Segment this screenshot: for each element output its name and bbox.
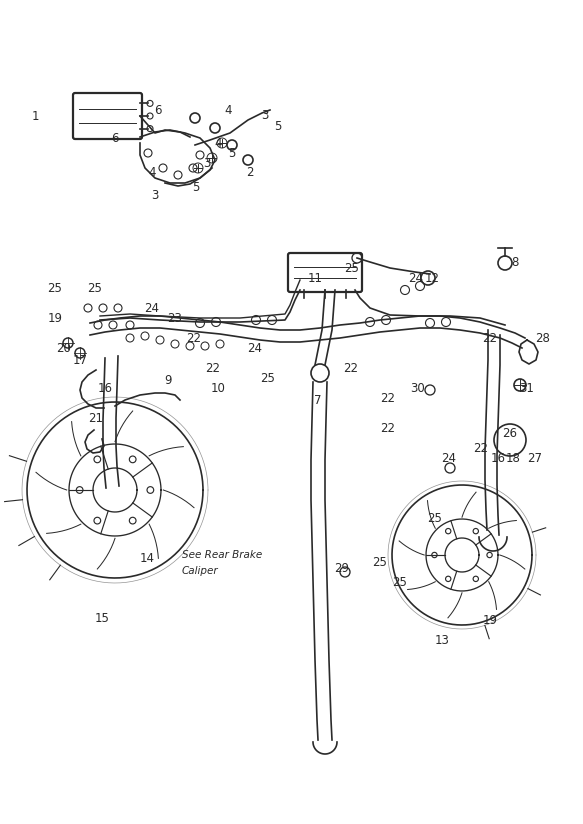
Text: 4: 4 <box>148 166 156 179</box>
Text: 5: 5 <box>229 147 236 160</box>
Text: 22: 22 <box>205 362 220 374</box>
Text: 25: 25 <box>261 372 275 385</box>
Text: 8: 8 <box>511 256 519 269</box>
Text: 19: 19 <box>483 614 497 626</box>
Text: 5: 5 <box>192 180 200 194</box>
Text: 25: 25 <box>87 282 103 294</box>
Text: 24: 24 <box>248 341 262 354</box>
Text: 21: 21 <box>89 411 104 424</box>
Text: 22: 22 <box>483 331 497 344</box>
Text: 24: 24 <box>441 452 456 465</box>
Text: 6: 6 <box>154 104 161 116</box>
Text: 20: 20 <box>57 341 72 354</box>
Text: 13: 13 <box>434 634 449 647</box>
Text: 7: 7 <box>314 394 322 406</box>
Text: 10: 10 <box>210 382 226 395</box>
Text: 22: 22 <box>381 422 395 434</box>
Text: See Rear Brake: See Rear Brake <box>182 550 262 560</box>
Text: 22: 22 <box>473 442 489 455</box>
Text: 16: 16 <box>97 382 113 395</box>
Text: 3: 3 <box>152 189 159 202</box>
Text: 3: 3 <box>203 157 210 170</box>
Text: 25: 25 <box>48 282 62 294</box>
Text: 22: 22 <box>381 391 395 405</box>
FancyBboxPatch shape <box>288 253 362 292</box>
Text: 3: 3 <box>261 109 269 121</box>
Text: 9: 9 <box>164 373 172 386</box>
Text: 19: 19 <box>47 311 62 325</box>
Text: 31: 31 <box>519 382 535 395</box>
Text: 24: 24 <box>145 302 160 315</box>
Text: 23: 23 <box>167 311 182 325</box>
Text: 5: 5 <box>275 119 282 133</box>
Text: 28: 28 <box>536 331 550 344</box>
Text: 16: 16 <box>490 452 505 465</box>
Text: 1: 1 <box>31 110 38 123</box>
Text: 22: 22 <box>187 331 202 344</box>
Text: 2: 2 <box>246 166 254 179</box>
Text: 18: 18 <box>505 452 521 465</box>
Text: 6: 6 <box>111 132 119 144</box>
Text: 25: 25 <box>427 512 442 525</box>
Text: 27: 27 <box>528 452 543 465</box>
Text: 15: 15 <box>94 611 110 625</box>
Text: 17: 17 <box>72 353 87 367</box>
Text: 4: 4 <box>224 104 232 116</box>
Text: 25: 25 <box>373 556 388 569</box>
Text: 25: 25 <box>392 577 408 589</box>
Text: 24: 24 <box>409 271 423 284</box>
Text: 14: 14 <box>139 551 154 564</box>
Text: 11: 11 <box>307 271 322 284</box>
Text: Caliper: Caliper <box>182 566 219 576</box>
Text: 30: 30 <box>410 382 426 395</box>
Text: 29: 29 <box>335 561 349 574</box>
Text: 4: 4 <box>214 137 222 149</box>
Text: 22: 22 <box>343 362 359 374</box>
Text: 12: 12 <box>424 271 440 284</box>
FancyBboxPatch shape <box>73 93 142 139</box>
Text: 26: 26 <box>503 427 518 439</box>
Text: 25: 25 <box>345 261 360 274</box>
